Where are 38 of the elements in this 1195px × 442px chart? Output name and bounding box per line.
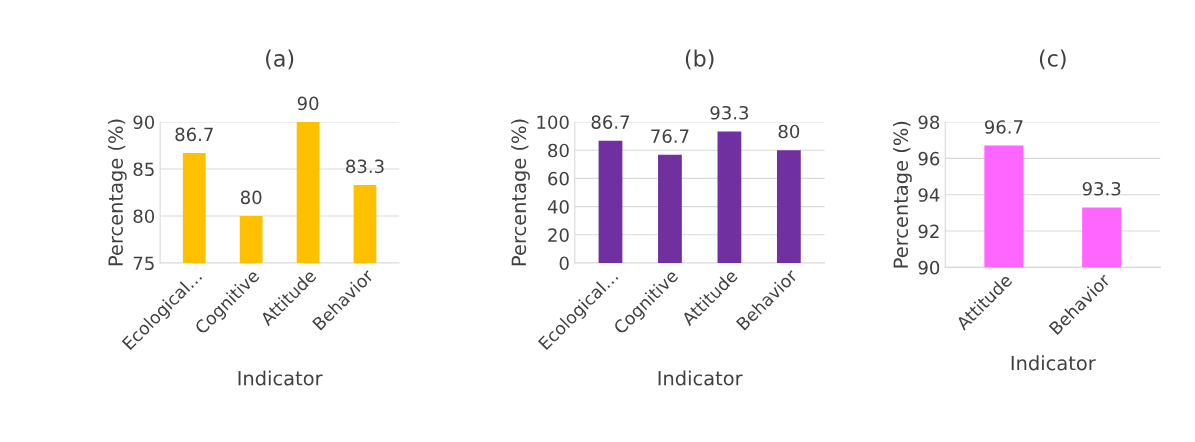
- y-tick-label: 60: [548, 171, 569, 186]
- bar: [717, 131, 742, 263]
- x-axis-title: Indicator: [238, 370, 323, 386]
- y-tick-label: 0: [559, 256, 569, 271]
- y-tick-label: 96: [918, 151, 940, 166]
- data-label: 93.3: [1082, 181, 1121, 196]
- data-label: 76.7: [651, 129, 689, 144]
- bar: [776, 150, 801, 263]
- data-label: 93.3: [710, 105, 749, 120]
- data-label: 86.7: [175, 127, 213, 142]
- data-label: 96.7: [984, 120, 1023, 134]
- chart-title: (b): [685, 49, 714, 70]
- y-tick-label: 92: [918, 224, 939, 239]
- y-tick-label: 75: [133, 256, 154, 271]
- y-tick-label: 80: [133, 209, 155, 224]
- data-label: 86.7: [591, 115, 630, 129]
- y-tick-label: 90: [918, 260, 940, 275]
- y-axis-title: Percentage (%): [511, 119, 530, 266]
- bar: [658, 154, 682, 263]
- y-tick-label: 20: [548, 228, 569, 242]
- x-axis-title: Indicator: [1011, 355, 1096, 371]
- chart-title: (c): [1039, 49, 1066, 70]
- bar: [598, 140, 623, 263]
- y-tick-label: 90: [133, 115, 155, 130]
- y-tick-label: 40: [547, 200, 569, 214]
- y-axis-title: Percentage (%): [893, 121, 912, 268]
- data-label: 83.3: [346, 159, 384, 174]
- data-label: 80: [778, 124, 800, 139]
- y-tick-label: 85: [133, 162, 154, 177]
- chart-title: (a): [266, 49, 294, 70]
- x-axis-title: Indicator: [658, 370, 743, 386]
- data-label: 90: [297, 96, 319, 111]
- y-tick-label: 100: [537, 115, 569, 130]
- y-tick-label: 80: [548, 143, 569, 158]
- data-label: 80: [240, 190, 262, 205]
- y-tick-label: 94: [918, 188, 940, 202]
- y-tick-label: 98: [918, 115, 940, 130]
- y-axis-title: Percentage (%): [107, 119, 127, 266]
